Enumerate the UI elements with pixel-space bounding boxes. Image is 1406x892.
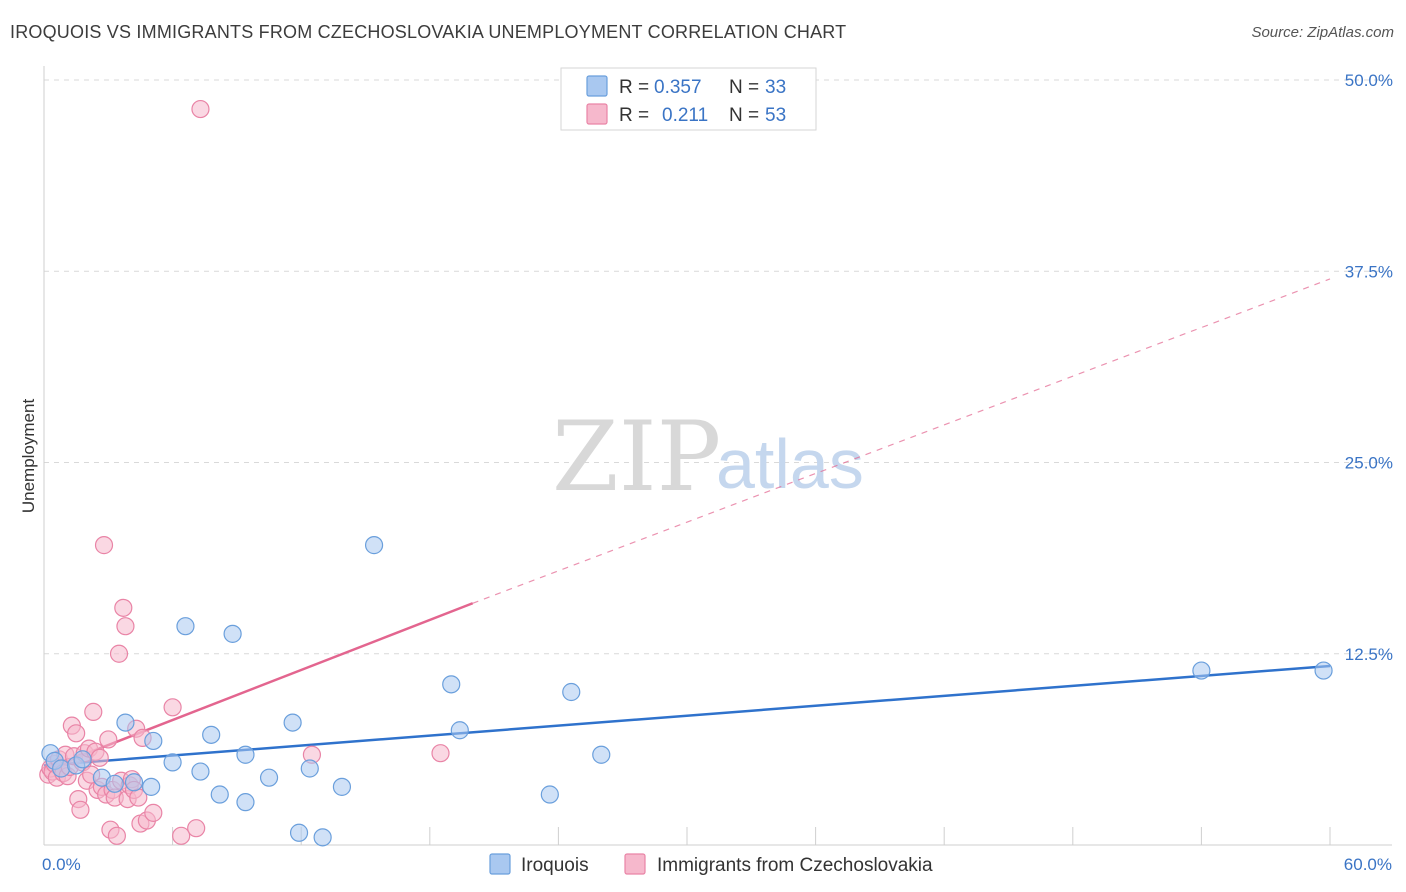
legend-n-value-czechoslovakia: 53 (765, 105, 786, 126)
x-tick-label-max: 60.0% (1344, 855, 1392, 874)
data-point-czechoslovakia (144, 803, 163, 822)
data-point-iroquois (236, 793, 255, 812)
watermark-atlas: atlas (716, 425, 864, 503)
data-point-iroquois (210, 785, 229, 804)
legend-n-label-czechoslovakia: N = (729, 105, 759, 126)
data-point-iroquois (236, 745, 255, 764)
grid-layer (44, 79, 1392, 655)
y-tick-labels: 12.5% 25.0% 37.5% 50.0% (1345, 71, 1393, 664)
y-axis-label: Unemployment (19, 399, 38, 514)
data-point-iroquois (142, 777, 161, 796)
legend-r-label-iroquois: R = (619, 77, 649, 98)
legend-r-value-iroquois: 0.357 (654, 77, 702, 98)
bottom-legend: Iroquois Immigrants from Czechoslovakia (489, 853, 933, 876)
data-point-iroquois (300, 759, 319, 778)
legend-n-label-iroquois: N = (729, 77, 759, 98)
data-point-iroquois (191, 762, 210, 781)
data-point-iroquois (202, 725, 221, 744)
data-point-iroquois (223, 624, 242, 643)
watermark-zip: ZIP (552, 401, 721, 513)
bottom-legend-swatch-czechoslovakia (624, 853, 646, 875)
data-point-iroquois (442, 675, 461, 694)
data-point-iroquois (163, 753, 182, 772)
data-point-czechoslovakia (67, 724, 86, 743)
top-legend: R = 0.357 N = 33 R = 0.211 N = 53 (560, 67, 817, 131)
data-point-iroquois (116, 713, 135, 732)
y-tick-label: 50.0% (1345, 71, 1393, 90)
data-point-czechoslovakia (172, 826, 191, 845)
data-point-czechoslovakia (84, 702, 103, 721)
chart-title: IROQUOIS VS IMMIGRANTS FROM CZECHOSLOVAK… (10, 22, 847, 42)
legend-r-label-czechoslovakia: R = (619, 105, 649, 126)
legend-swatch-czechoslovakia (586, 103, 608, 125)
trend-line-iroquois (43, 664, 1331, 767)
data-point-iroquois (259, 768, 279, 787)
data-point-iroquois (562, 682, 581, 702)
y-tick-label: 25.0% (1345, 454, 1393, 473)
data-point-iroquois (592, 745, 611, 764)
y-tick-label: 37.5% (1345, 262, 1393, 281)
data-point-iroquois (124, 773, 144, 792)
data-point-iroquois (52, 759, 71, 778)
data-point-czechoslovakia (109, 644, 129, 663)
data-point-iroquois (332, 777, 352, 796)
legend-r-value-czechoslovakia: 0.211 (662, 105, 708, 126)
data-point-czechoslovakia (114, 598, 133, 617)
legend-swatch-iroquois (586, 75, 608, 97)
data-point-iroquois (283, 713, 302, 732)
bottom-legend-label-czechoslovakia: Immigrants from Czechoslovakia (657, 855, 933, 876)
data-point-iroquois (73, 750, 92, 769)
data-point-czechoslovakia (99, 730, 118, 749)
data-point-czechoslovakia (163, 698, 182, 717)
trend-layer (43, 278, 1331, 772)
bottom-legend-label-iroquois: Iroquois (521, 855, 589, 876)
data-point-czechoslovakia (90, 748, 109, 767)
data-point-iroquois (176, 617, 195, 636)
data-point-czechoslovakia (191, 99, 210, 119)
data-point-iroquois (105, 774, 124, 793)
data-point-czechoslovakia (431, 744, 450, 763)
x-tick-label-min: 0.0% (42, 855, 81, 874)
data-point-iroquois (313, 828, 332, 847)
data-point-czechoslovakia (187, 819, 206, 838)
data-point-czechoslovakia (107, 826, 126, 845)
axes-layer (43, 66, 1392, 846)
y-tick-label: 12.5% (1345, 645, 1393, 664)
data-point-iroquois (144, 731, 163, 751)
data-point-iroquois (1192, 661, 1211, 680)
points-layer (39, 99, 1333, 847)
data-point-iroquois (450, 721, 469, 740)
data-point-iroquois (364, 536, 384, 555)
data-point-iroquois (540, 785, 559, 804)
bottom-legend-swatch-iroquois (489, 853, 511, 875)
data-point-iroquois (289, 823, 309, 842)
data-point-czechoslovakia (116, 617, 135, 636)
data-point-czechoslovakia (71, 800, 90, 819)
data-point-iroquois (1314, 661, 1333, 680)
data-point-czechoslovakia (94, 536, 114, 555)
legend-n-value-iroquois: 33 (765, 77, 786, 98)
watermark: ZIP atlas (552, 401, 864, 513)
source-label: Source: ZipAtlas.com (1251, 24, 1394, 41)
trend-line-extension-czechoslovakia (472, 278, 1331, 604)
